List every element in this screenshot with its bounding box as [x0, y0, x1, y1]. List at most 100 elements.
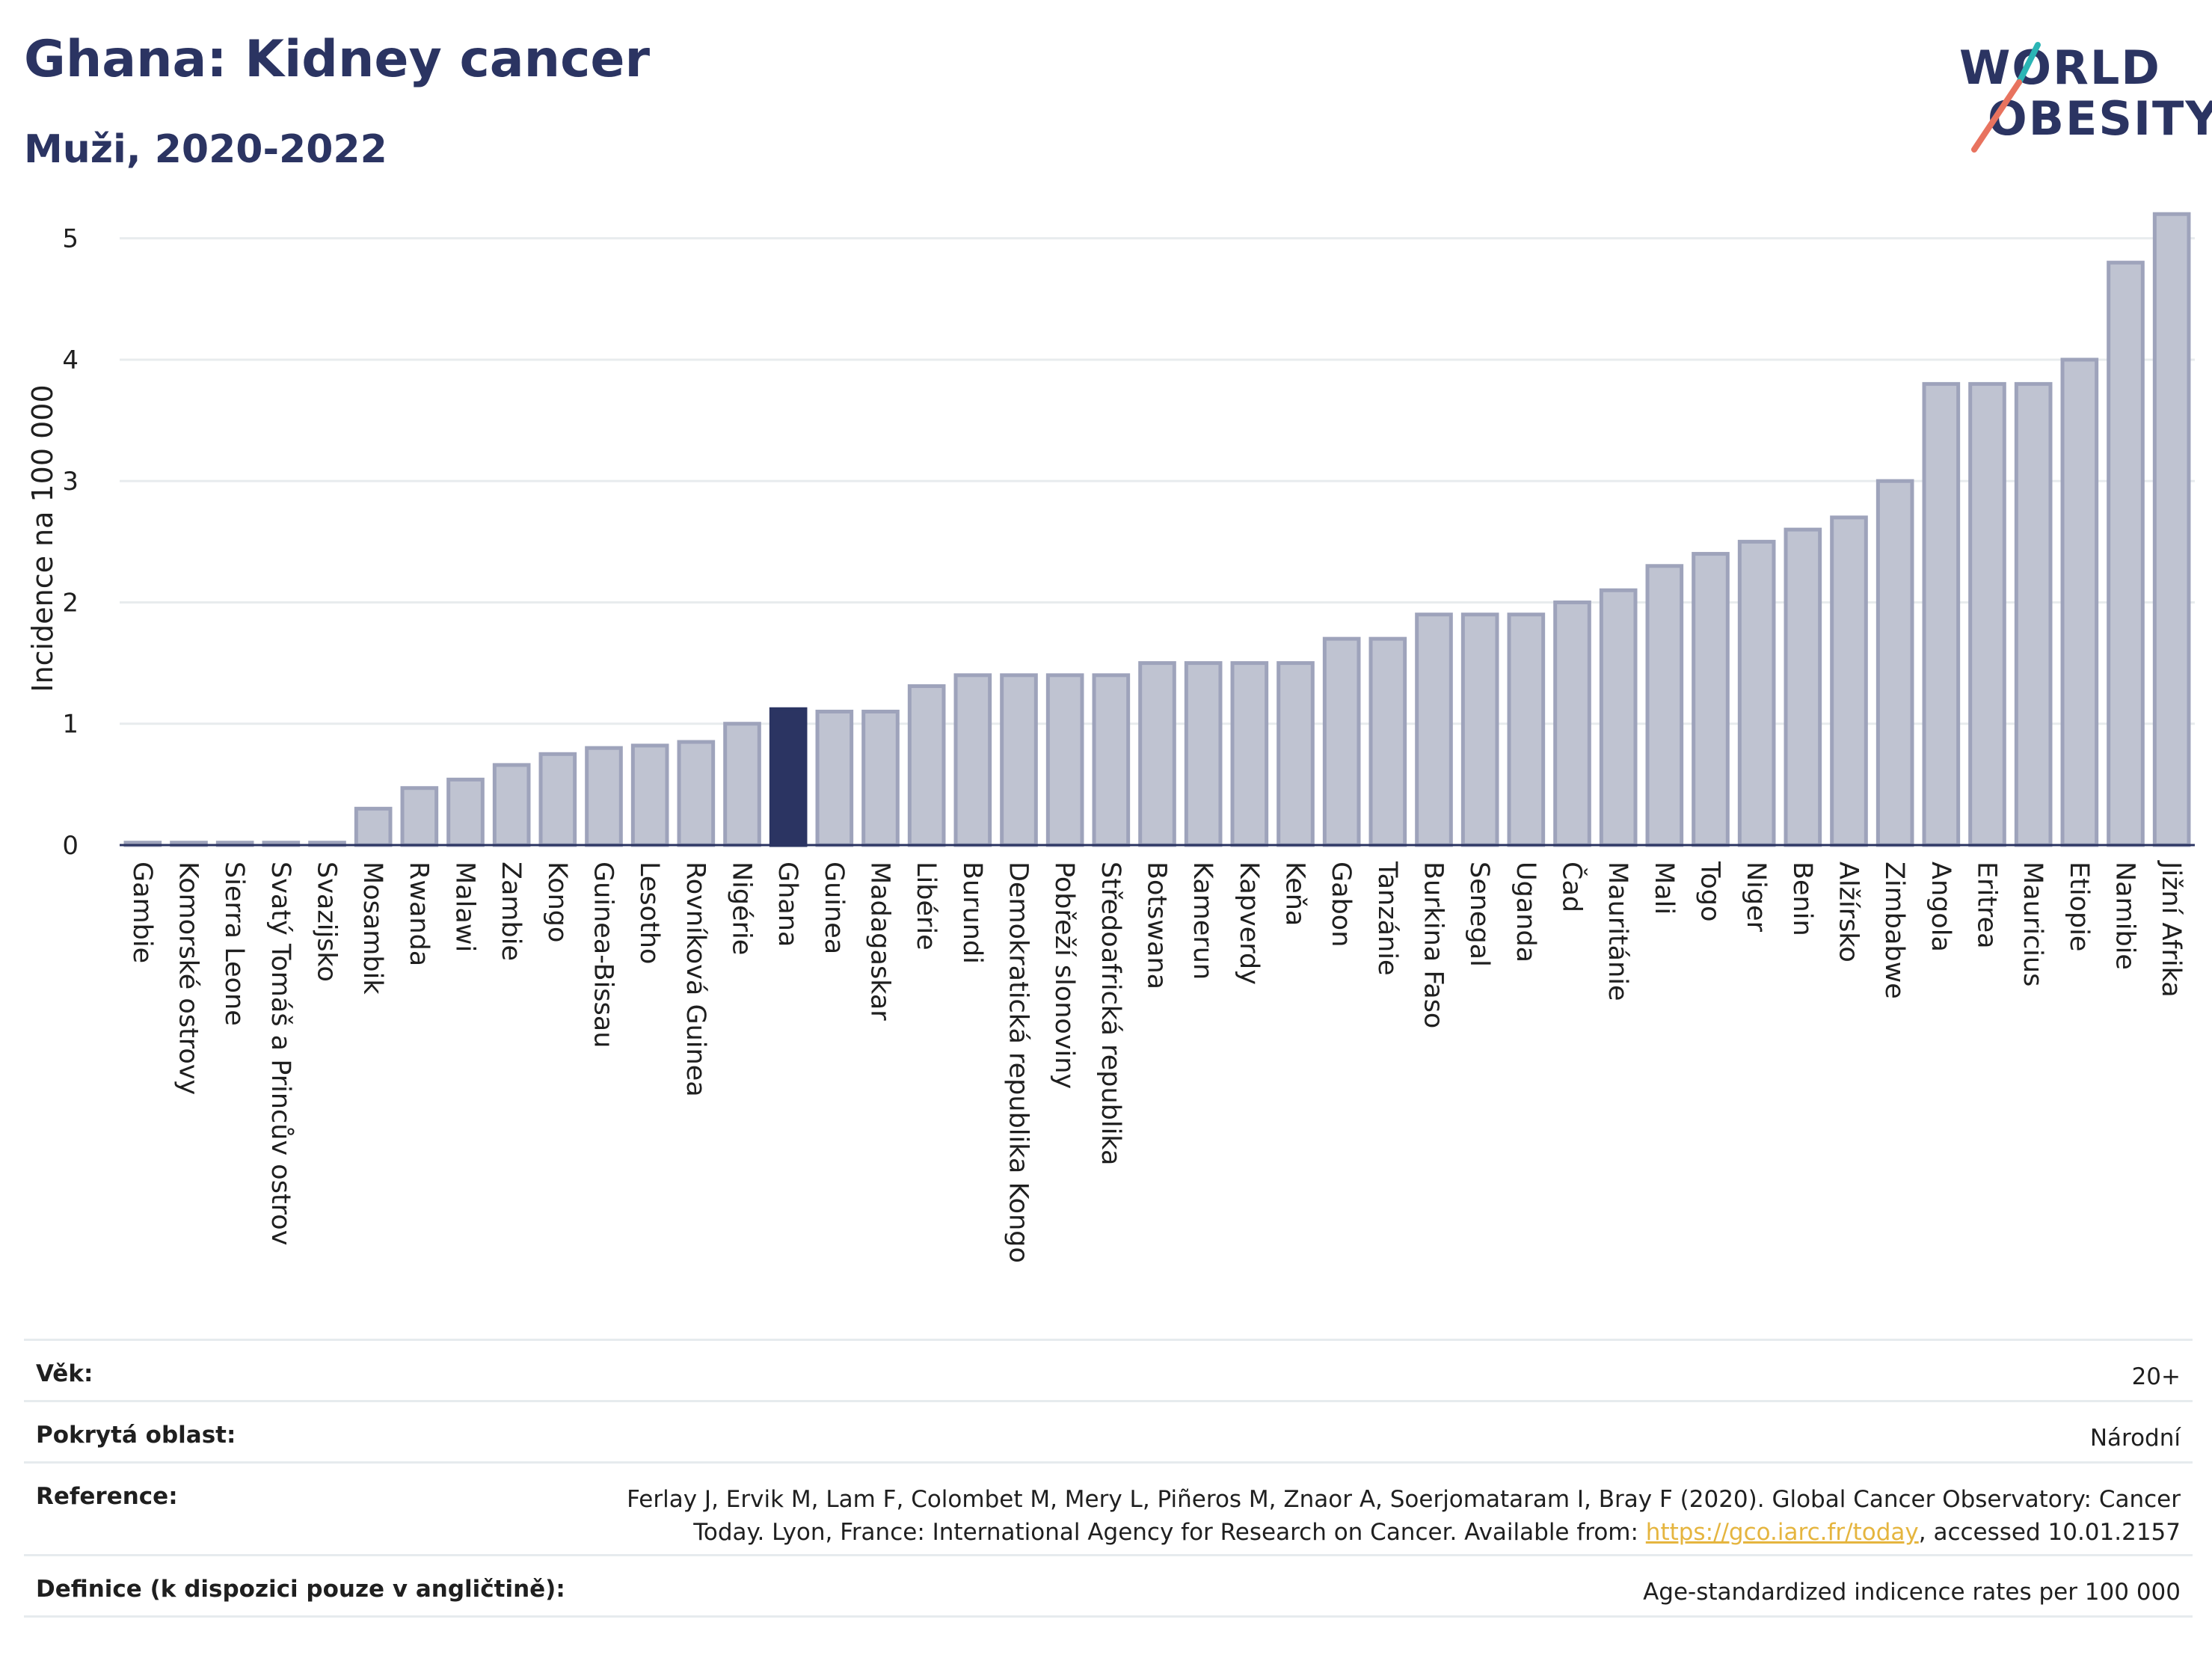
- x-tick-label: Malawi: [450, 862, 480, 952]
- reference-label: Reference:: [36, 1483, 178, 1510]
- bar: [1045, 673, 1084, 847]
- bar: [538, 752, 577, 847]
- x-tick-label: Pobřeží slonoviny: [1049, 862, 1079, 1089]
- x-tick-label: Madagaskar: [865, 862, 895, 1021]
- y-tick-label: 2: [62, 588, 79, 618]
- x-tick-label: Ghana: [772, 862, 802, 947]
- x-tick-label: Namibie: [2110, 862, 2140, 970]
- x-tick-label: Svazijsko: [312, 862, 342, 982]
- bar: [1968, 381, 2006, 847]
- bar: [354, 806, 393, 847]
- x-tick-label: Etiopie: [2064, 862, 2094, 951]
- bar: [1138, 661, 1176, 847]
- bar: [953, 673, 992, 847]
- x-tick-label: Burkina Faso: [1419, 862, 1448, 1028]
- x-tick-label: Alžírsko: [1834, 862, 1864, 962]
- area-label: Pokrytá oblast:: [36, 1422, 236, 1449]
- world-obesity-logo: WORLD OBESITY: [1944, 22, 2212, 165]
- x-tick-label: Nigérie: [727, 862, 757, 955]
- y-axis-label: Incidence na 100 000: [26, 384, 59, 692]
- info-row-reference: Reference: Ferlay J, Ervik M, Lam F, Col…: [24, 1461, 2193, 1555]
- reference-line2: Today. Lyon, France: International Agenc…: [693, 1519, 2181, 1546]
- x-tick-label: Gambie: [127, 862, 157, 963]
- x-tick-label: Kamerun: [1188, 862, 1217, 980]
- bar: [2152, 212, 2191, 847]
- x-tick-label: Mauritánie: [1603, 862, 1632, 1001]
- bar: [1692, 552, 1730, 847]
- bar: [677, 740, 716, 847]
- x-tick-label: Zimbabwe: [1879, 862, 1909, 999]
- bar: [1507, 612, 1546, 847]
- bar: [723, 722, 761, 847]
- y-tick-label: 1: [62, 710, 79, 740]
- info-row-area: Pokrytá oblast: Národní: [24, 1400, 2193, 1462]
- y-tick-label: 5: [62, 224, 79, 254]
- x-tick-label: Niger: [1741, 862, 1771, 933]
- bar: [1184, 661, 1223, 847]
- bar-chart: 0 1 2 3 4 5 Incidence na 100 000 Gambie Komorské…: [26, 212, 2195, 1263]
- y-tick-label: 4: [62, 346, 79, 375]
- x-tick-label: Jižní Afrika: [2156, 860, 2186, 998]
- bar: [1599, 588, 1638, 847]
- bar: [1830, 515, 1868, 847]
- age-value: 20+: [2131, 1363, 2181, 1390]
- bar: [1230, 661, 1269, 847]
- bar: [1092, 673, 1131, 847]
- x-tick-label: Svatý Tomáš a Princův ostrov: [265, 862, 295, 1245]
- x-tick-label: Uganda: [1511, 862, 1540, 962]
- x-tick-label: Eritrea: [1972, 862, 2002, 949]
- bar: [815, 710, 854, 847]
- x-tick-label: Mauricius: [2018, 862, 2047, 986]
- definition-label: Definice (k dispozici pouze v angličtině…: [36, 1576, 565, 1603]
- bar: [1415, 612, 1453, 847]
- x-tick-label: Rwanda: [404, 862, 434, 966]
- x-tick-label: Libérie: [911, 862, 941, 951]
- age-label: Věk:: [36, 1360, 93, 1387]
- logo-slash-icon: [1971, 42, 2041, 153]
- x-tick-label: Tanzánie: [1372, 861, 1402, 975]
- bar: [907, 684, 946, 847]
- x-tick-label: Keňa: [1280, 862, 1310, 926]
- bar: [2107, 260, 2145, 847]
- bar: [1553, 600, 1591, 847]
- reference-link[interactable]: https://gco.iarc.fr/today: [1645, 1519, 1919, 1546]
- x-tick-label: Demokratická republika Kongo: [1004, 862, 1033, 1263]
- x-tick-label: Komorské ostrovy: [173, 862, 203, 1095]
- info-bottom-divider: [24, 1615, 2193, 1618]
- bar: [1784, 527, 1822, 847]
- bar: [1276, 661, 1315, 847]
- bar: [2014, 381, 2053, 847]
- x-tick-label: Rovníková Guinea: [681, 862, 710, 1097]
- logo-line1: WORLD: [1959, 40, 2161, 95]
- definition-value: Age-standardized indicence rates per 100…: [1643, 1579, 2181, 1606]
- bar: [630, 743, 669, 847]
- reference-value: Ferlay J, Ervik M, Lam F, Colombet M, Me…: [627, 1483, 2181, 1549]
- x-tick-label: Botswana: [1142, 862, 1172, 989]
- bar: [769, 707, 808, 847]
- reference-line1: Ferlay J, Ervik M, Lam F, Colombet M, Me…: [627, 1486, 2181, 1513]
- x-tick-label: Mosambik: [357, 862, 387, 995]
- bar: [585, 746, 623, 847]
- bar: [1737, 539, 1776, 847]
- bar: [2060, 357, 2099, 847]
- x-tick-label: Lesotho: [634, 862, 664, 964]
- bar: [1322, 636, 1361, 847]
- area-value: Národní: [2089, 1425, 2181, 1452]
- y-tick-label: 3: [62, 467, 79, 497]
- x-tick-label: Angola: [1926, 862, 1956, 952]
- bar: [861, 710, 900, 847]
- x-tick-label: Burundi: [957, 862, 987, 964]
- bar: [492, 763, 531, 847]
- bar: [1875, 479, 1914, 847]
- bar: [1368, 636, 1407, 847]
- bar: [1922, 381, 1961, 847]
- x-tick-label: Togo: [1695, 861, 1725, 921]
- y-tick-label: 0: [62, 831, 79, 861]
- x-tick-label: Středoafrická republika: [1096, 862, 1125, 1165]
- bar: [446, 777, 485, 847]
- info-row-age: Věk: 20+: [24, 1339, 2193, 1401]
- x-tick-label: Guinea: [819, 862, 849, 954]
- x-tick-label: Benin: [1787, 862, 1817, 936]
- bar: [1460, 612, 1499, 847]
- x-tick-label: Kapverdy: [1234, 862, 1264, 985]
